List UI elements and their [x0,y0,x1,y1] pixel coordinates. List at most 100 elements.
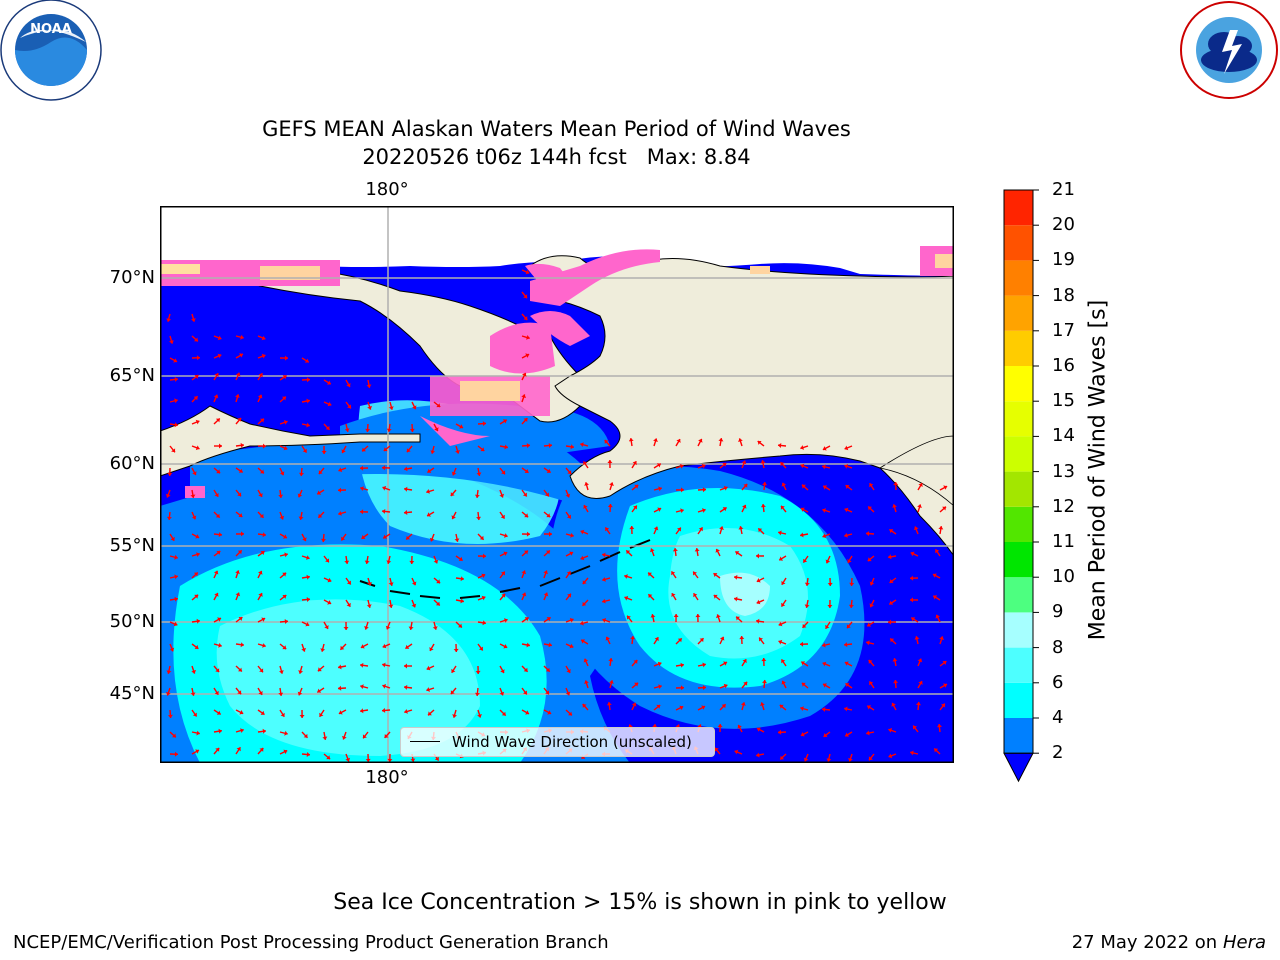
wind-wave-arrowhead [238,468,243,473]
wind-wave-arrowhead [367,582,372,586]
wind-wave-arrowhead [214,690,219,695]
wind-wave-arrowhead [261,335,266,341]
wind-wave-arrowhead [240,334,244,340]
wind-wave-arrowhead [338,710,343,715]
wind-wave-arrowhead [735,551,740,556]
wind-wave-arrowhead [844,445,849,451]
wind-wave-arrowhead [656,704,661,709]
wind-wave-arrowhead [404,466,408,472]
period-zone-6-8-west [216,599,480,756]
wind-wave-arrowhead [844,661,849,666]
wind-wave-arrowhead [427,468,432,473]
wind-wave-arrowhead [387,758,393,762]
wind-wave-arrowhead [475,670,481,674]
wind-wave-arrowhead [218,532,222,537]
wind-wave-arrowhead [260,418,264,423]
wind-wave-arrowhead [196,355,200,361]
wind-wave-arrowhead [826,758,832,762]
wind-wave-arrowhead [426,489,430,494]
wind-wave-arrowhead [480,447,485,452]
wind-wave-arrowhead [499,691,505,696]
wind-wave-arrowhead [458,623,462,628]
wind-wave-arrowhead [386,428,392,432]
colorbar-tick-label: 16 [1052,355,1075,376]
wind-wave-arrowhead [481,595,486,601]
wind-wave-arrowhead [299,715,305,718]
wind-wave-arrowhead [629,526,635,530]
wind-wave-arrowhead [582,580,587,585]
wind-wave-arrowhead [742,659,747,664]
wind-wave-arrowhead [656,463,661,468]
wind-wave-arrowhead [779,556,783,561]
wind-wave-arrowhead [285,355,288,361]
wind-wave-arrowhead [802,484,806,489]
wind-wave-arrowhead [192,471,197,475]
wind-wave-arrowhead [653,526,659,531]
wind-wave-arrowhead [893,680,899,684]
colorbar-tick-label: 20 [1052,214,1075,236]
wind-wave-arrowhead [235,372,241,377]
wind-wave-arrowhead [803,757,809,762]
wind-wave-arrowhead [756,578,761,583]
wind-wave-arrowhead [761,658,767,662]
wind-wave-arrowhead [195,419,200,425]
colorbar-segment [1004,330,1033,366]
wind-wave-arrowhead [218,728,222,734]
wind-wave-arrowhead [604,440,609,444]
wind-wave-arrowhead [174,751,178,757]
wind-wave-arrowhead [302,448,307,453]
wind-wave-arrowhead [190,692,196,696]
wind-wave-arrowhead [327,577,332,583]
wind-wave-arrowhead [847,559,852,563]
wind-wave-arrowhead [918,483,923,487]
colorbar-tick-label: 19 [1052,249,1075,271]
wind-wave-arrowhead [382,509,386,514]
wind-wave-arrowhead [762,482,768,486]
wind-wave-arrowhead [680,662,684,668]
wind-wave-arrowhead [657,661,662,667]
wind-wave-arrowhead [360,684,364,690]
wind-wave-arrowhead [756,618,760,624]
wind-wave-arrowhead [583,505,588,509]
wind-wave-arrowhead [453,648,459,652]
legend-line-swatch [410,741,440,742]
wind-wave-arrowhead [278,692,284,696]
wind-wave-arrowhead [822,661,827,667]
wind-wave-arrowhead [217,617,221,622]
wind-wave-arrowhead [341,449,346,453]
wind-wave-arrowhead [327,600,332,605]
wind-wave-arrowhead [340,645,345,650]
nws-logo [1180,1,1278,99]
wind-wave-arrowhead [257,394,263,399]
wind-wave-arrowhead [800,507,805,512]
wind-wave-arrowhead [383,534,388,539]
wind-wave-arrowhead [570,444,574,450]
wind-wave-arrowhead [609,482,614,486]
colorbar-segment [1004,647,1033,683]
wind-wave-arrowhead [318,513,323,518]
wind-wave-arrowhead [262,532,266,538]
wind-wave-arrowhead [283,445,288,451]
wind-wave-arrowhead [404,709,408,714]
wind-wave-arrowhead [306,555,310,560]
wind-wave-arrowhead [566,571,571,576]
wind-wave-arrowhead [626,550,631,555]
wind-wave-arrowhead [346,602,351,607]
wind-wave-arrowhead [261,353,266,359]
wind-wave-arrowhead [566,514,571,519]
wind-wave-arrowhead [385,625,391,630]
wind-wave-arrowhead [717,724,723,728]
wind-wave-arrowhead [451,515,456,520]
wind-wave-arrowhead [382,662,386,668]
wind-wave-arrowhead [546,617,551,622]
wind-wave-arrowhead [716,614,721,619]
wind-wave-arrowhead [825,624,830,629]
wind-wave-arrowhead [760,702,765,706]
wind-wave-arrowhead [239,353,243,358]
wind-wave-arrowhead [801,682,806,687]
wind-wave-arrowhead [237,550,242,555]
wind-wave-arrowhead [911,617,916,622]
wind-wave-arrowhead [822,508,826,513]
wind-wave-arrowhead [297,691,303,696]
wind-wave-arrowhead [432,626,438,630]
